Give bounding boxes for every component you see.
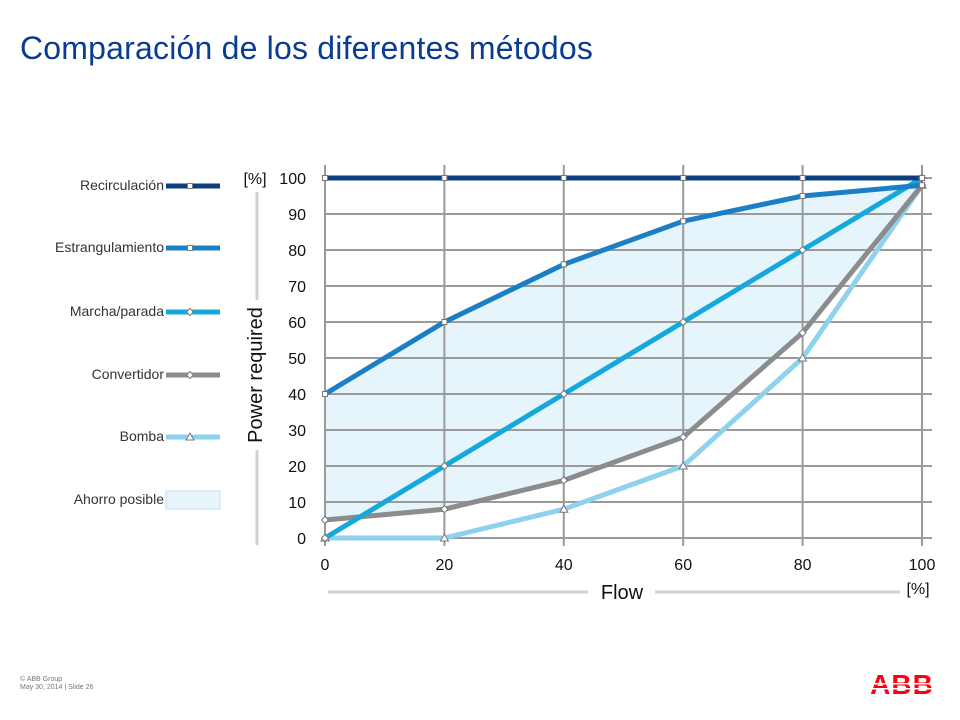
- x-tick-label: 40: [555, 557, 573, 574]
- legend-label-bomba: Bomba: [119, 428, 164, 444]
- data-point-recirculacion: [680, 175, 687, 181]
- x-tick-label: 100: [909, 557, 936, 574]
- legend-marker-recirculacion: [187, 183, 193, 189]
- legend-label-ahorro_fill: Ahorro posible: [73, 491, 164, 507]
- y-tick-label: 40: [288, 387, 306, 404]
- y-tick-label: 70: [288, 279, 306, 296]
- legend-label-recirculacion: Recirculación: [79, 177, 164, 193]
- y-tick-label: 10: [288, 495, 306, 512]
- data-point-recirculacion: [799, 175, 806, 181]
- legend-label-convertidor: Convertidor: [91, 366, 164, 382]
- data-point-estrangulamiento: [322, 391, 328, 397]
- x-tick-label: 0: [321, 557, 330, 574]
- abb-logo-text: ABB: [870, 672, 934, 698]
- data-point-recirculacion: [560, 175, 567, 181]
- legend-marker-convertidor: [185, 370, 195, 380]
- slide-footer: © ABB Group May 30, 2014 | Slide 26: [20, 676, 93, 692]
- y-tick-label: 30: [288, 423, 306, 440]
- data-point-marcha_parada: [440, 461, 449, 471]
- series-line-estrangulamiento: [323, 182, 923, 397]
- legend-marker-bomba: [185, 431, 195, 441]
- data-point-bomba: [558, 504, 569, 513]
- legend-marker-estrangulamiento: [187, 245, 193, 251]
- data-point-marcha_parada: [559, 389, 569, 399]
- slide-title: Comparación de los diferentes métodos: [20, 30, 594, 66]
- data-point-recirculacion: [322, 175, 328, 181]
- savings-area: [325, 185, 922, 520]
- data-point-estrangulamiento: [799, 193, 806, 199]
- data-point-marcha_parada: [320, 533, 330, 543]
- data-point-convertidor: [559, 476, 569, 485]
- data-point-convertidor: [678, 432, 688, 442]
- y-tick-label: 90: [288, 207, 306, 224]
- data-point-estrangulamiento: [919, 182, 925, 189]
- data-point-bomba: [797, 352, 808, 362]
- data-point-convertidor: [440, 504, 449, 514]
- data-point-recirculacion: [919, 175, 925, 181]
- data-point-estrangulamiento: [441, 319, 448, 325]
- data-point-convertidor: [320, 515, 330, 525]
- data-point-estrangulamiento: [680, 218, 687, 225]
- x-tick-label: 80: [794, 557, 812, 574]
- footer-copyright: © ABB Group: [20, 676, 63, 683]
- series-line-bomba: [325, 183, 925, 541]
- abb-logo: ABB: [866, 672, 938, 698]
- x-tick-label: 20: [436, 557, 454, 574]
- y-tick-label: 50: [288, 351, 306, 368]
- x-axis-title: Flow: [601, 582, 644, 604]
- data-point-recirculacion: [441, 175, 448, 181]
- series-line-convertidor: [324, 183, 924, 523]
- legend-swatch-ahorro_fill: [165, 490, 221, 510]
- y-axis-title: Power required: [245, 307, 267, 443]
- y-tick-label: 0: [297, 531, 306, 548]
- data-point-bomba: [439, 532, 450, 542]
- data-point-marcha_parada: [678, 317, 688, 327]
- data-point-convertidor: [798, 328, 807, 338]
- data-point-estrangulamiento: [560, 261, 567, 268]
- legend-label-estrangulamiento: Estrangulamiento: [55, 239, 164, 255]
- footer-date-slide: May 30, 2014 | Slide 26: [20, 684, 94, 691]
- series-line-marcha_parada: [323, 175, 924, 541]
- y-tick-label: 80: [288, 243, 306, 260]
- y-tick-label: 100: [279, 171, 306, 188]
- y-tick-label: 60: [288, 315, 306, 332]
- y-tick-label: 20: [288, 459, 306, 476]
- legend-marker-marcha_parada: [185, 307, 195, 317]
- x-tick-label: 60: [674, 557, 692, 574]
- y-unit-label: [%]: [243, 171, 266, 188]
- data-point-bomba: [678, 460, 689, 470]
- legend-label-marcha_parada: Marcha/parada: [69, 303, 164, 319]
- x-unit-label: [%]: [906, 581, 929, 598]
- data-point-marcha_parada: [798, 245, 807, 255]
